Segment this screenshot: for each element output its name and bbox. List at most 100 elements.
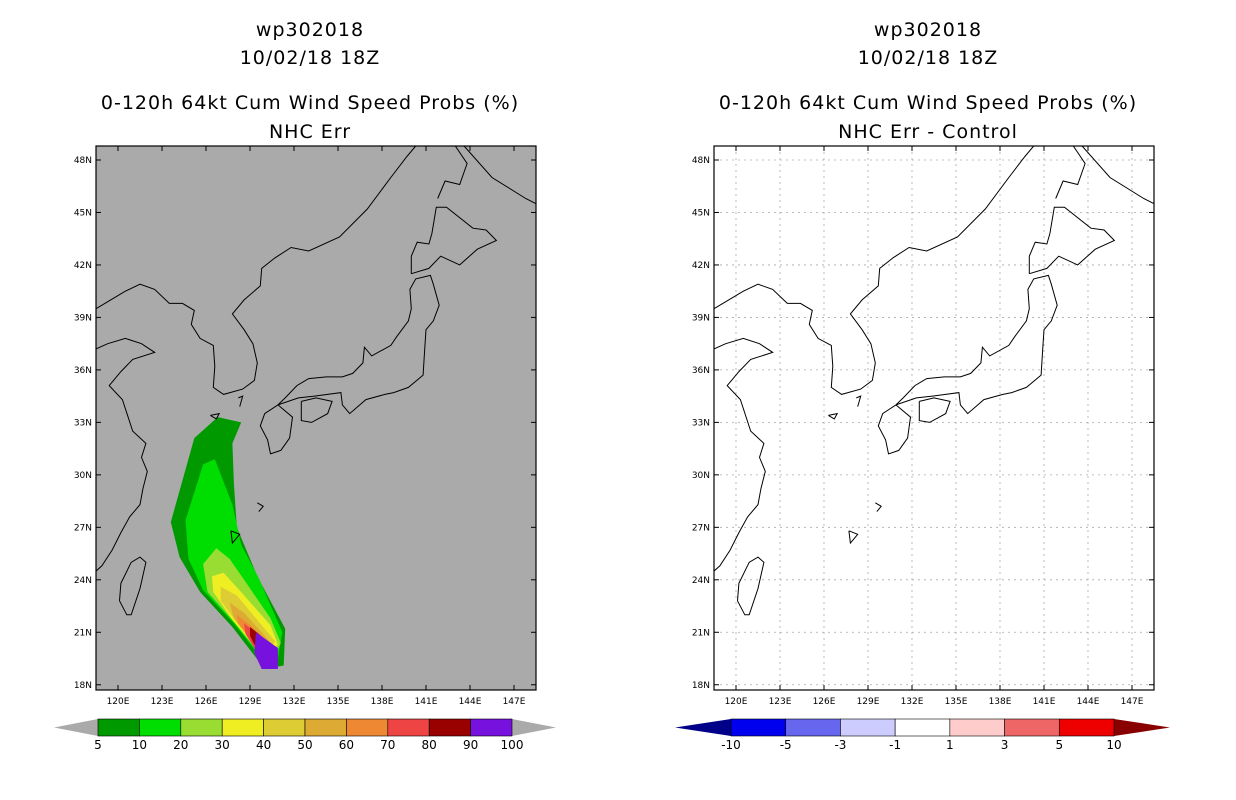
colorbar-swatch	[97, 718, 140, 737]
lat-tick-label: 18N	[692, 681, 710, 691]
colorbar-label: 90	[463, 738, 478, 752]
colorbar-high-arrow	[512, 719, 556, 736]
coastline	[238, 395, 244, 407]
coastline	[714, 337, 774, 572]
map-panel-left: 120E 123E 126E 129E 132E 135E 138E 141E 144E 147E…	[74, 145, 537, 707]
lat-tick-label: 48N	[692, 156, 710, 166]
colorbar-label: -5	[780, 738, 792, 752]
contour-90pct	[254, 632, 278, 669]
lon-tick-label: 135E	[327, 697, 350, 707]
colorbar-label: -10	[721, 738, 741, 752]
lon-tick-label: 123E	[151, 697, 174, 707]
lon-tick-label: 141E	[415, 697, 438, 707]
coastline	[96, 146, 417, 395]
coastline	[410, 206, 498, 275]
coastline	[210, 412, 221, 420]
lon-tick-label: 120E	[107, 697, 130, 707]
map-frame	[95, 145, 537, 691]
lat-tick-label: 24N	[692, 576, 710, 586]
colorbar-swatch	[387, 718, 430, 737]
right-title-date: 10/02/18 18Z	[857, 47, 999, 69]
coastline	[463, 146, 536, 205]
lat-tick-label: 42N	[692, 261, 710, 271]
left-title-storm-id: wp302018	[255, 19, 365, 41]
colorbar-swatch	[730, 718, 787, 737]
colorbar-label: 50	[297, 738, 312, 752]
lon-tick-label: 129E	[239, 697, 262, 707]
coastline	[437, 146, 468, 199]
lon-tick-label: 132E	[901, 697, 924, 707]
coastline	[828, 412, 839, 420]
colorbar-swatch	[894, 718, 951, 737]
lat-tick-label: 36N	[74, 366, 92, 376]
coastline	[918, 397, 951, 423]
lon-tick-label: 120E	[725, 697, 748, 707]
lon-tick-label: 147E	[1121, 697, 1144, 707]
map-panel-right: 120E 123E 126E 129E 132E 135E 138E 141E 144E 147E…	[692, 145, 1155, 707]
lon-tick-label: 147E	[503, 697, 526, 707]
colorbar-swatch	[263, 718, 306, 737]
coastline	[277, 274, 440, 415]
lat-tick-label: 30N	[692, 471, 710, 481]
map-background	[714, 146, 1154, 690]
colorbar-swatch	[840, 718, 896, 737]
lat-tick-label: 36N	[692, 366, 710, 376]
coastline	[257, 502, 264, 512]
coastline	[300, 397, 333, 423]
right-title-model: NHC Err - Control	[838, 121, 1018, 143]
colorbar-label: 20	[173, 738, 188, 752]
colorbar-label: -3	[834, 738, 846, 752]
colorbar-swatch	[221, 718, 264, 737]
colorbar-label: 30	[215, 738, 230, 752]
coastline	[119, 556, 147, 616]
colorbar-swatch	[785, 718, 841, 737]
map-background	[96, 146, 536, 690]
colorbar-label: 40	[256, 738, 271, 752]
lon-tick-label: 129E	[857, 697, 880, 707]
coastline	[848, 530, 859, 545]
coastline	[895, 274, 1058, 415]
lon-tick-label: 132E	[283, 697, 306, 707]
lon-tick-label: 138E	[371, 697, 394, 707]
lat-tick-label: 45N	[692, 208, 710, 218]
colorbar-label: 1	[946, 738, 954, 752]
right-title-product: 0-120h 64kt Cum Wind Speed Probs (%)	[718, 92, 1138, 114]
lon-tick-label: 123E	[769, 697, 792, 707]
lat-tick-label: 24N	[74, 576, 92, 586]
colorbar-label: 100	[501, 738, 524, 752]
colorbar-swatch	[949, 718, 1005, 737]
colorbar-swatch	[346, 718, 389, 737]
coastline	[875, 502, 882, 512]
colorbar-label: 3	[1001, 738, 1009, 752]
colorbar-low-arrow	[54, 719, 98, 736]
lon-tick-label: 126E	[813, 697, 836, 707]
lat-tick-label: 33N	[692, 418, 710, 428]
colorbar-label: -1	[889, 738, 901, 752]
colorbar-swatch	[428, 718, 471, 737]
colorbar-high-arrow	[1114, 719, 1170, 736]
colorbar-swatch	[470, 718, 513, 737]
colorbar-left: 5 10 20 30 40 50 60 70 80 90 100	[54, 718, 556, 752]
colorbar-label: 5	[1055, 738, 1063, 752]
colorbar-label: 10	[1106, 738, 1121, 752]
lat-tick-label: 48N	[74, 156, 92, 166]
lat-tick-label: 33N	[74, 418, 92, 428]
colorbar-low-arrow	[675, 719, 731, 736]
lat-tick-label: 39N	[692, 313, 710, 323]
right-title-storm-id: wp302018	[873, 19, 983, 41]
map-frame	[713, 145, 1155, 691]
lat-tick-label: 30N	[74, 471, 92, 481]
colorbar-label: 60	[339, 738, 354, 752]
coastline	[1055, 146, 1086, 199]
lat-tick-label: 21N	[74, 628, 92, 638]
coastline	[1028, 206, 1116, 275]
lat-tick-label: 45N	[74, 208, 92, 218]
colorbar-label: 70	[380, 738, 395, 752]
coastline	[230, 530, 241, 545]
coastline	[96, 337, 156, 572]
lon-tick-label: 144E	[459, 697, 482, 707]
colorbar-label: 10	[132, 738, 147, 752]
colorbar-right: -10 -5 -3 -1 1 3 5 10	[675, 718, 1170, 752]
lon-tick-label: 135E	[945, 697, 968, 707]
